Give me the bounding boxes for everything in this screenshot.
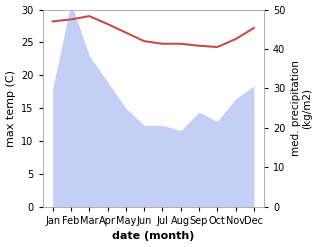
Y-axis label: med. precipitation
(kg/m2): med. precipitation (kg/m2): [291, 60, 313, 156]
Y-axis label: max temp (C): max temp (C): [5, 70, 16, 147]
X-axis label: date (month): date (month): [112, 231, 194, 242]
